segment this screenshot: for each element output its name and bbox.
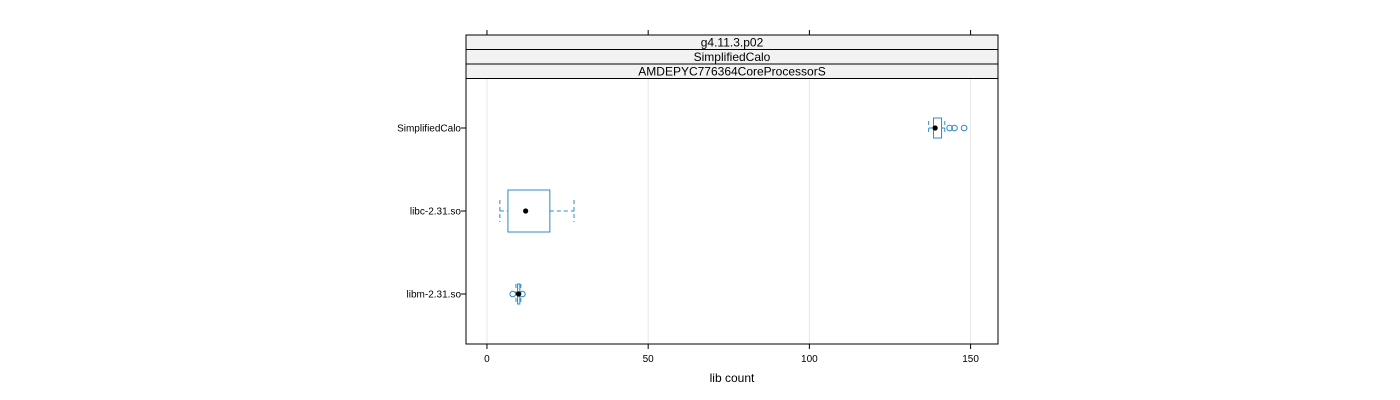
median-point xyxy=(515,291,522,297)
y-tick-label: libc-2.31.so xyxy=(410,207,462,218)
x-axis-title: lib count xyxy=(710,371,755,385)
outlier-point xyxy=(951,124,958,132)
x-tick-label: 150 xyxy=(962,354,979,365)
strip-layer: g4.11.3.p02SimplifiedCaloAMDEPYC776364Co… xyxy=(465,34,999,79)
box xyxy=(507,189,551,233)
y-tick-label: SimplifiedCalo xyxy=(397,124,461,135)
grid-layer xyxy=(486,78,972,344)
x-tick-label: 100 xyxy=(801,354,818,365)
median-point xyxy=(932,125,938,131)
x-tick-label: 0 xyxy=(484,354,490,365)
boxplot-SimplifiedCalo xyxy=(928,117,968,139)
boxplot-libc-2.31.so xyxy=(499,189,575,233)
x-tick-label: 50 xyxy=(643,354,655,365)
boxplot-libm-2.31.so xyxy=(509,283,526,305)
strip-label: g4.11.3.p02 xyxy=(701,36,764,50)
outlier-point xyxy=(509,290,517,298)
boxes-layer xyxy=(499,117,968,305)
outlier-point xyxy=(960,124,968,132)
y-tick-label: libm-2.31.so xyxy=(407,290,462,301)
strip-label: SimplifiedCalo xyxy=(694,50,771,64)
median-point xyxy=(523,208,529,214)
panel-border xyxy=(465,78,999,345)
strip-label: AMDEPYC776364CoreProcessorS xyxy=(638,65,825,79)
ticks-layer: 0 50 100 150 SimplifiedCalo libc-2.31.so libm-… xyxy=(397,30,979,365)
outlier-point xyxy=(946,124,953,132)
